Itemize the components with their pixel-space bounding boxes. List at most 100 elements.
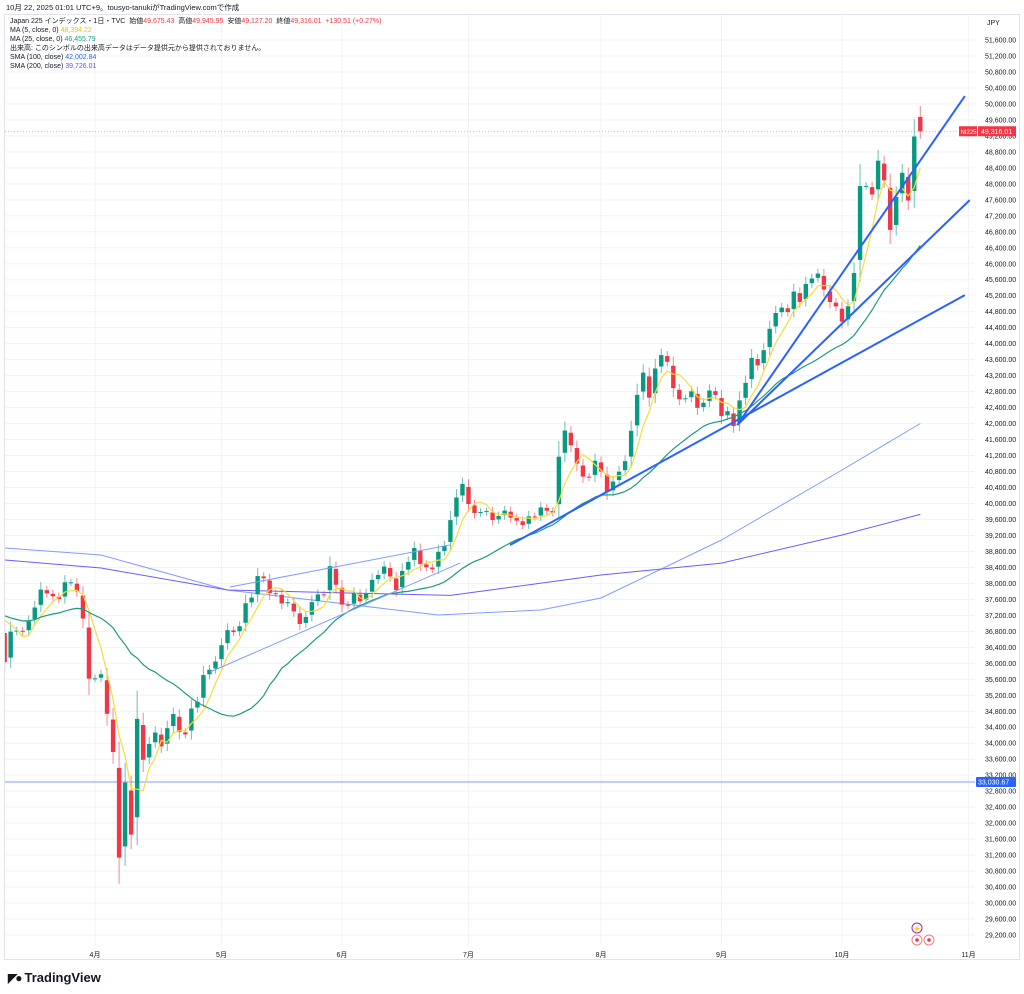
candle-down [44,590,50,594]
x-tick-label: 7月 [463,951,474,959]
candle-up [32,607,37,620]
y-tick-label: 38,000.00 [985,581,1016,588]
tradingview-logo[interactable]: ◤● TradingView [8,970,101,985]
y-tick-label: 31,200.00 [985,853,1016,860]
candle-up [743,382,748,398]
candle-up [219,645,224,660]
y-tick-label: 37,600.00 [985,597,1016,604]
candle-down [20,630,25,632]
legend-ma5[interactable]: MA (5, close, 0) 48,394.22 [10,26,381,35]
candle-up [640,372,646,392]
y-tick-label: 30,000.00 [985,901,1016,908]
y-tick-label: 40,400.00 [985,485,1016,492]
y-tick-label: 42,800.00 [985,389,1016,396]
candle-up [701,402,706,408]
candle-up [38,589,43,605]
y-tick-label: 45,200.00 [985,293,1016,300]
candle-up [610,481,616,491]
symbol-tag-label: NI225 [961,130,978,136]
legend-sma200[interactable]: SMA (200, close) 39,726.01 [10,62,381,71]
horizontal-line-tag [976,776,1016,787]
candle-down [345,604,351,606]
y-tick-label: 35,600.00 [985,677,1016,684]
candle-up [189,708,194,731]
candle-down [586,476,592,478]
candle-down [466,487,471,505]
sma200-value: 39,726.01 [65,63,97,71]
candle-down [785,308,790,313]
y-tick-label: 38,400.00 [985,565,1016,572]
y-tick-label: 37,200.00 [985,613,1016,620]
candle-up [309,602,315,615]
candle-down [110,719,116,753]
low-value: 49,127.20 [241,18,273,25]
candle-up [436,551,441,567]
candle-up [249,597,254,603]
candle-up [98,674,104,678]
candle-down [321,594,327,596]
candle-up [26,621,31,631]
candle-up [351,593,357,604]
candle-down [544,507,549,511]
y-tick-label: 48,800.00 [985,149,1016,156]
y-tick-label: 34,000.00 [985,741,1016,748]
candle-up [442,545,447,551]
candle-down [532,516,537,518]
y-tick-label: 41,600.00 [985,437,1016,444]
candle-up [653,368,658,394]
high-value: 49,945.95 [192,18,224,25]
y-tick-label: 46,000.00 [985,261,1016,268]
plot-area [5,95,975,884]
symbol-name[interactable]: Japan 225 インデックス・1日・TVC [10,18,126,25]
trend-line [736,95,966,426]
candle-up [845,306,851,320]
legend-ma25[interactable]: MA (25, close, 0) 46,455.79 [10,35,381,44]
candle-up [779,307,784,313]
y-tick-label: 36,800.00 [985,629,1016,636]
candle-down [5,633,7,663]
grid: 29,200.00 29,600.00 30,000.00 30,400.00 30,8… [5,15,1016,959]
candle-down [839,308,845,322]
price-tag [978,126,1016,137]
candle-down [887,187,893,230]
candle-up [122,782,128,847]
ma5-line [5,167,921,792]
candle-up [165,728,170,744]
candle-down [430,567,435,570]
candle-up [622,461,628,471]
candle-down [80,595,86,619]
candle-down [797,293,803,302]
candle-down [104,680,110,714]
candle-up [659,355,664,367]
candle-up [147,743,152,758]
candle-down [833,302,839,307]
candle-up [875,160,881,190]
candle-down [279,594,284,604]
candle-down [387,568,393,577]
lightning-event-icon[interactable] [911,922,923,934]
candle-up [62,582,68,597]
y-tick-label: 34,400.00 [985,725,1016,732]
y-tick-label: 36,000.00 [985,661,1016,668]
candle-down [424,564,429,568]
legend-ohlc-row: Japan 225 インデックス・1日・TVC 始値49,675.43 高値49… [10,17,381,26]
chart-frame [4,14,1020,960]
candle-down [713,391,718,395]
candle-down [671,365,676,389]
legend-sma100[interactable]: SMA (100, close) 42,002.84 [10,53,381,62]
candle-down [869,187,875,195]
candle-up [237,626,242,632]
candle-down [520,521,525,526]
candle-up [255,576,260,595]
candle-up [634,394,640,426]
candle-up [381,566,387,574]
candle-down [273,593,278,595]
tradingview-logo-icon: ◤● [8,970,23,985]
y-tick-label: 49,600.00 [985,117,1016,124]
candle-down [116,767,122,858]
y-tick-label: 31,600.00 [985,837,1016,844]
candle-up [484,511,489,513]
ma5-value: 48,394.22 [60,27,92,35]
candle-down [604,474,610,492]
